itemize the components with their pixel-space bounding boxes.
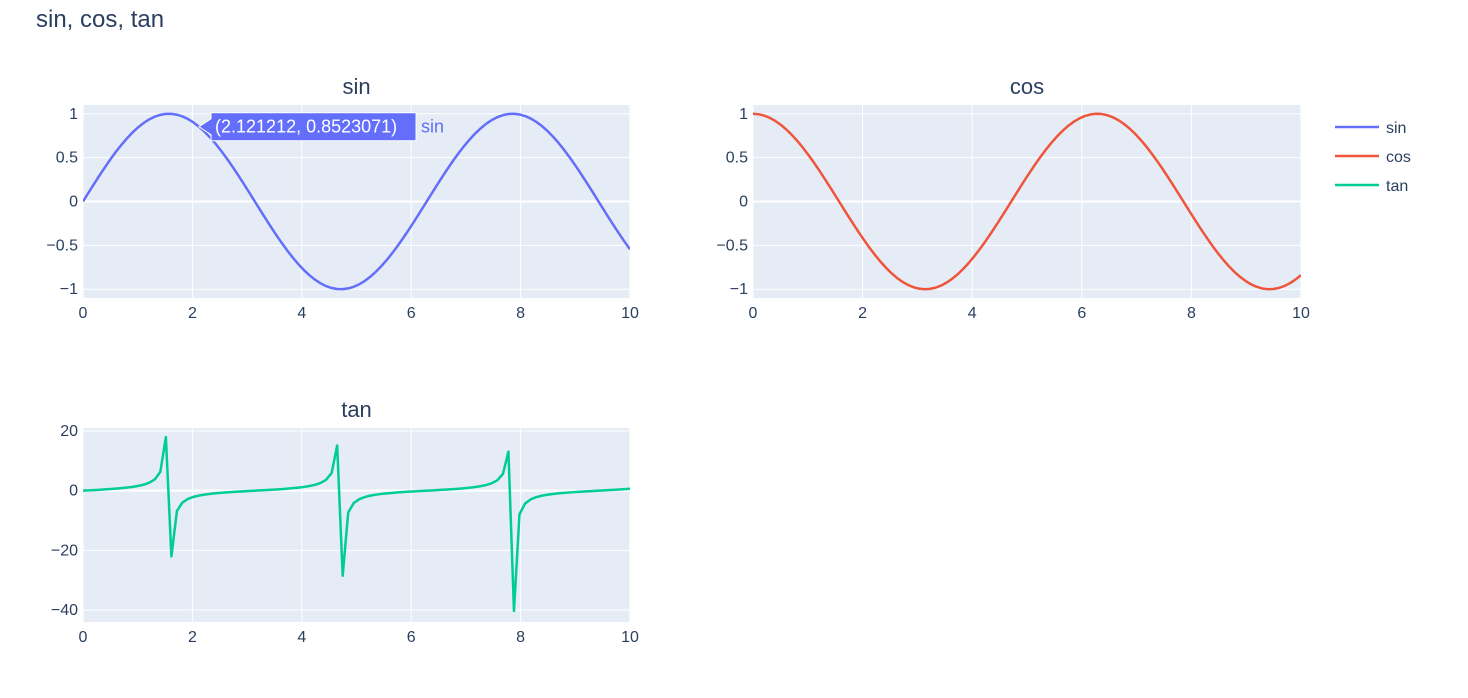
x-tick-label: 4: [297, 629, 306, 646]
legend-label-cos: cos: [1386, 149, 1411, 166]
y-tick-label: −1: [730, 281, 748, 298]
y-tick-label: 1: [739, 106, 748, 123]
x-tick-label: 2: [188, 629, 197, 646]
legend[interactable]: sin cos tan: [1335, 120, 1411, 195]
page-title: sin, cos, tan: [36, 6, 165, 33]
x-tick-label: 2: [188, 305, 197, 322]
plot-area: [83, 428, 630, 622]
y-tick-label: 0: [69, 483, 78, 500]
series-line-sin: [83, 112, 630, 291]
y-tick-label: −0.5: [716, 237, 748, 254]
x-tick-label: 0: [79, 629, 88, 646]
subplot-title: tan: [341, 397, 372, 422]
x-tick-label: 0: [749, 305, 758, 322]
series-line-cos: [753, 112, 1301, 291]
y-tick-label: −1: [60, 281, 78, 298]
hover-value: (2.121212, 0.8523071): [215, 117, 397, 137]
y-tick-label: −0.5: [46, 237, 78, 254]
x-tick-label: 6: [407, 629, 416, 646]
x-tick-label: 10: [621, 629, 639, 646]
x-tick-label: 10: [621, 305, 639, 322]
x-tick-label: 8: [516, 629, 525, 646]
subplot-cos[interactable]: cos 0 2 4 6 8 10 −1 −0.5 0 0.5 1: [716, 74, 1310, 322]
x-tick-label: 8: [1187, 305, 1196, 322]
hover-box: [198, 112, 417, 142]
x-tick-label: 10: [1292, 305, 1310, 322]
y-tick-label: 1: [69, 106, 78, 123]
y-tick-label: 0: [69, 194, 78, 211]
y-tick-label: 0.5: [726, 150, 748, 167]
y-tick-label: 0: [739, 194, 748, 211]
subplot-tan[interactable]: tan 0 2 4 6 8 10 −40 −20 0 20: [51, 397, 639, 646]
subplot-title: cos: [1010, 74, 1044, 99]
x-tick-label: 6: [407, 305, 416, 322]
y-tick-label: 20: [60, 423, 78, 440]
x-tick-label: 4: [968, 305, 977, 322]
hover-series-label: sin: [421, 117, 444, 137]
x-tick-label: 4: [297, 305, 306, 322]
legend-label-tan: tan: [1386, 178, 1408, 195]
x-tick-label: 6: [1077, 305, 1086, 322]
legend-label-sin: sin: [1386, 120, 1406, 137]
y-tick-label: −40: [51, 602, 78, 619]
subplot-sin[interactable]: sin 0 2 4 6 8 10 −1 −0.5 0 0.5 1: [46, 74, 639, 322]
y-tick-label: 0.5: [56, 150, 78, 167]
subplot-title: sin: [342, 74, 370, 99]
series-line-tan: [83, 435, 630, 613]
hover-tooltip: (2.121212, 0.8523071) sin: [198, 112, 444, 142]
x-tick-label: 2: [858, 305, 867, 322]
y-tick-label: −20: [51, 542, 78, 559]
x-tick-label: 0: [79, 305, 88, 322]
x-tick-label: 8: [516, 305, 525, 322]
